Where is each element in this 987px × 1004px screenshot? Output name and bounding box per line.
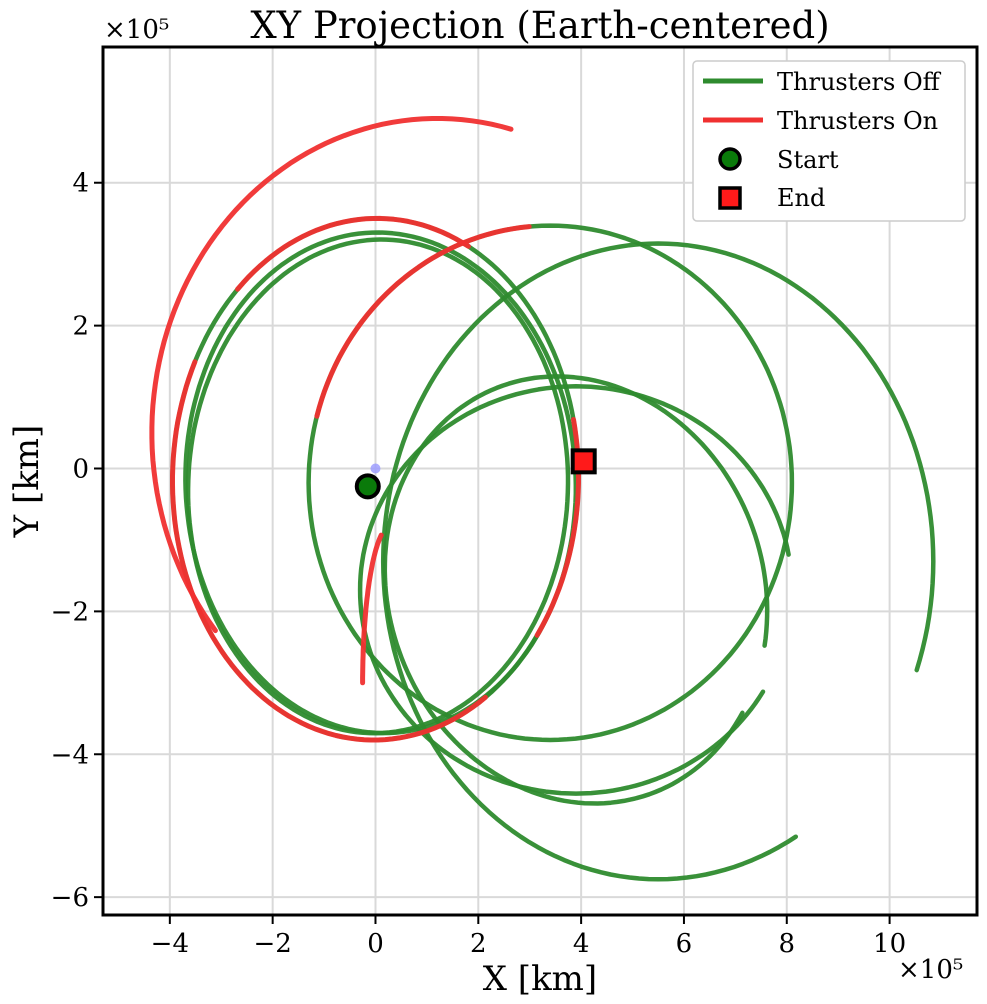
start-marker xyxy=(354,473,381,500)
legend-swatch-end xyxy=(718,186,742,210)
x-tick-label: 0 xyxy=(367,929,384,959)
legend-box xyxy=(692,60,966,222)
y-tick-label: −2 xyxy=(51,597,89,627)
ticks-layer: −4 −2 0 2 4 6 8 10 −6 −4 −2 0 2 4 xyxy=(51,169,906,959)
plot-frame xyxy=(101,45,979,917)
data-layer xyxy=(149,116,936,882)
x-tick-label: 10 xyxy=(873,929,906,959)
trajectory-arc-thrusters-on xyxy=(149,116,514,634)
legend-swatch-start xyxy=(718,147,742,171)
trajectory-arc-thrusters-on xyxy=(170,359,488,743)
chart-title: XY Projection (Earth-centered) xyxy=(250,4,829,47)
x-axis-multiplier: ×10⁵ xyxy=(898,955,963,985)
legend-label-thrusters-off: Thrusters Off xyxy=(777,68,942,96)
x-axis-label: X [km] xyxy=(483,959,597,999)
x-tick-label: 8 xyxy=(779,929,796,959)
legend: Thrusters Off Thrusters On Start End xyxy=(692,60,966,222)
x-tick-label: 4 xyxy=(573,929,590,959)
x-tick-label: 6 xyxy=(676,929,693,959)
earth-marker xyxy=(370,463,381,474)
y-axis-multiplier: ×10⁵ xyxy=(104,15,169,45)
y-tick-label: −4 xyxy=(51,740,89,770)
x-tick-label: −2 xyxy=(253,929,291,959)
trajectory-arc-thrusters-off xyxy=(380,241,936,882)
trajectory-arc-thrusters-on xyxy=(235,215,471,292)
legend-label-end: End xyxy=(777,184,825,212)
trajectory-arc-thrusters-off xyxy=(306,223,795,743)
trajectory-arc-thrusters-off xyxy=(185,237,571,736)
legend-label-start: Start xyxy=(777,146,839,174)
y-axis-label: Y [km] xyxy=(7,425,47,539)
trajectory-arc-thrusters-on xyxy=(360,532,384,686)
y-tick-label: −6 xyxy=(51,883,89,913)
y-tick-label: 4 xyxy=(72,169,89,199)
x-tick-label: −4 xyxy=(151,929,189,959)
end-marker xyxy=(570,448,597,475)
trajectory-arc-thrusters-on xyxy=(314,224,532,419)
trajectory-arc-thrusters-off xyxy=(357,384,791,796)
x-tick-label: 2 xyxy=(470,929,487,959)
y-tick-label: 0 xyxy=(72,454,89,484)
trajectory-arc-thrusters-off xyxy=(382,374,770,806)
series-thrusters-on xyxy=(149,116,581,743)
y-tick-label: 2 xyxy=(72,312,89,342)
legend-label-thrusters-on: Thrusters On xyxy=(777,107,938,135)
